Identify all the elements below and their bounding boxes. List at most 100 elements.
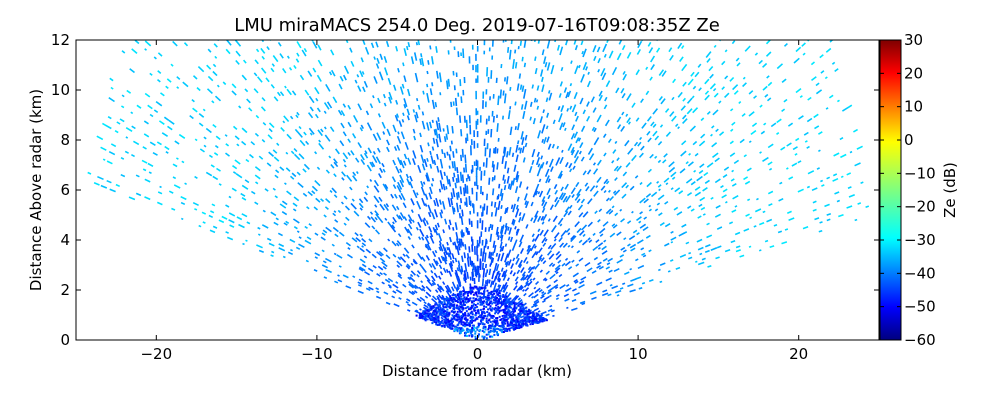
echo-gate: [316, 198, 320, 202]
echo-gate: [411, 271, 415, 275]
echo-gate: [421, 181, 423, 187]
echo-gate: [447, 242, 448, 245]
echo-gate: [393, 291, 396, 293]
echo-gate: [540, 230, 543, 235]
echo-gate: [263, 123, 266, 126]
echo-gate: [172, 10, 175, 13]
echo-gate: [637, 233, 640, 235]
echo-gate: [312, 186, 317, 191]
echo-gate: [715, 158, 720, 161]
echo-gate: [384, 94, 385, 98]
echo-gate: [697, 177, 703, 181]
echo-gate: [505, 185, 506, 190]
echo-gate: [644, 217, 647, 219]
echo-gate: [572, 289, 576, 291]
echo-gate: [471, 336, 473, 338]
echo-gate: [262, 140, 265, 142]
echo-gate: [692, 96, 694, 98]
echo-gate: [483, 268, 484, 278]
echo-gate: [410, 176, 412, 181]
echo-gate: [430, 46, 431, 50]
echo-gate: [258, 77, 263, 82]
echo-gate: [283, 257, 285, 258]
echo-gate: [515, 50, 516, 54]
echo-gate: [544, 57, 546, 64]
echo-gate: [502, 303, 504, 305]
echo-gate: [441, 315, 443, 317]
echo-gate: [407, 299, 410, 301]
echo-gate: [514, 306, 516, 308]
echo-gate: [559, 113, 562, 122]
echo-gate: [729, 222, 732, 224]
echo-gate: [587, 102, 589, 107]
echo-gate: [448, 298, 450, 300]
echo-gate: [431, 88, 432, 95]
echo-gate: [805, 141, 807, 142]
echo-gate: [462, 300, 464, 302]
echo-gate: [589, 240, 592, 242]
echo-gate: [315, 257, 318, 258]
echo-gate: [566, 229, 569, 233]
echo-gate: [565, 288, 571, 291]
echo-gate: [464, 304, 466, 306]
echo-gate: [420, 309, 422, 310]
echo-gate: [789, 177, 793, 179]
echo-gate: [265, 3, 269, 10]
echo-gate: [422, 58, 424, 66]
echo-gate: [490, 309, 492, 311]
echo-gate: [242, 142, 246, 145]
echo-gate: [592, 271, 596, 273]
echo-gate: [627, 94, 631, 101]
echo-gate: [428, 143, 429, 147]
echo-gate: [286, 3, 288, 6]
echo-gate: [681, 106, 685, 111]
echo-gate: [446, 134, 447, 140]
echo-gate: [173, 0, 177, 2]
echo-gate: [222, 217, 227, 220]
echo-gate: [322, 233, 325, 235]
echo-gate: [468, 258, 469, 267]
echo-gate: [544, 297, 549, 300]
echo-gate: [596, 240, 599, 243]
echo-gate: [497, 196, 498, 200]
echo-gate: [591, 297, 596, 299]
echo-gate: [605, 97, 607, 101]
echo-gate: [732, 210, 736, 212]
echo-gate: [617, 232, 622, 235]
echo-gate: [635, 142, 638, 146]
echo-gate: [540, 270, 542, 272]
echo-gate: [702, 258, 706, 259]
echo-gate: [506, 313, 508, 315]
echo-gate: [513, 153, 514, 157]
y-axis-label: Distance Above radar (km): [27, 89, 45, 291]
echo-gate: [199, 226, 201, 227]
echo-gate: [338, 280, 342, 282]
echo-gate: [360, 248, 365, 252]
echo-gate: [693, 108, 698, 113]
echo-gate: [230, 33, 232, 35]
echo-gate: [293, 91, 296, 95]
echo-gate: [542, 124, 545, 133]
echo-gate: [121, 175, 125, 177]
echo-gate: [783, 24, 786, 27]
echo-gate: [646, 194, 650, 198]
echo-gate: [270, 123, 275, 128]
echo-gate: [545, 62, 546, 67]
echo-gate: [126, 128, 132, 132]
echo-gate: [492, 321, 494, 323]
echo-gate: [785, 229, 788, 230]
echo-gate: [600, 234, 603, 236]
echo-gate: [182, 8, 187, 14]
echo-gate: [362, 243, 365, 246]
echo-gate: [143, 29, 148, 34]
echo-gate: [102, 123, 105, 125]
echo-gate: [522, 57, 523, 61]
echo-gate: [499, 316, 501, 318]
echo-gate: [619, 38, 622, 44]
echo-gate: [517, 320, 519, 322]
echo-gate: [479, 296, 481, 298]
echo-gate: [262, 107, 266, 111]
echo-gate: [440, 200, 441, 205]
echo-gate: [542, 222, 544, 225]
echo-gate: [628, 148, 633, 154]
